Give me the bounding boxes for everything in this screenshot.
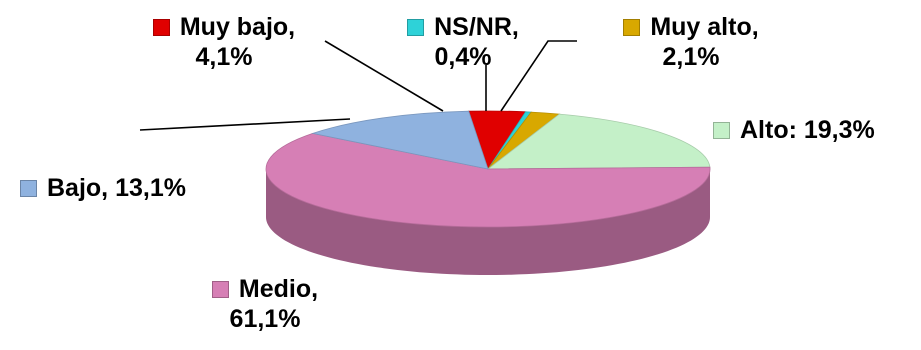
legend-swatch-bajo (20, 180, 37, 197)
label-muy-bajo-name: Muy bajo, (179, 13, 296, 41)
label-nsnr-value: 0,4% (434, 43, 492, 71)
legend-swatch-alto (713, 122, 730, 139)
label-alto-value: Alto: 19,3% (740, 116, 875, 144)
label-alto: Alto: 19,3% (713, 115, 875, 145)
label-muy-alto-name: Muy alto, (650, 13, 759, 41)
slice-medio (265, 132, 711, 228)
legend-swatch-nsnr (407, 19, 425, 36)
label-bajo-value: Bajo, 13,1% (47, 174, 186, 202)
leader-line-muy-bajo (324, 40, 444, 112)
label-nsnr: NS/NR, 0,4% (393, 12, 533, 72)
leader-line-bajo (139, 118, 351, 131)
leader-lines (139, 40, 577, 131)
pie-depth-group (266, 169, 710, 275)
label-muy-alto-value: 2,1% (662, 43, 720, 71)
leader-line-muy-alto (500, 40, 577, 112)
legend-swatch-muy-bajo (152, 19, 170, 36)
label-nsnr-name: NS/NR, (434, 13, 519, 41)
label-medio-name: Medio, (238, 275, 319, 303)
label-medio-value: 61,1% (229, 305, 301, 333)
legend-swatch-muy-alto (623, 19, 641, 36)
label-bajo: Bajo, 13,1% (20, 173, 186, 203)
label-muy-bajo: Muy bajo, 4,1% (134, 12, 314, 72)
label-muy-bajo-value: 4,1% (195, 43, 253, 71)
slice-alto (486, 113, 711, 170)
legend-swatch-medio (211, 281, 229, 298)
pie-top-group (265, 110, 711, 228)
label-muy-alto: Muy alto, 2,1% (596, 12, 786, 72)
slice-side-medio (266, 169, 710, 275)
label-medio: Medio, 61,1% (180, 274, 350, 334)
slice-bajo (311, 110, 489, 170)
